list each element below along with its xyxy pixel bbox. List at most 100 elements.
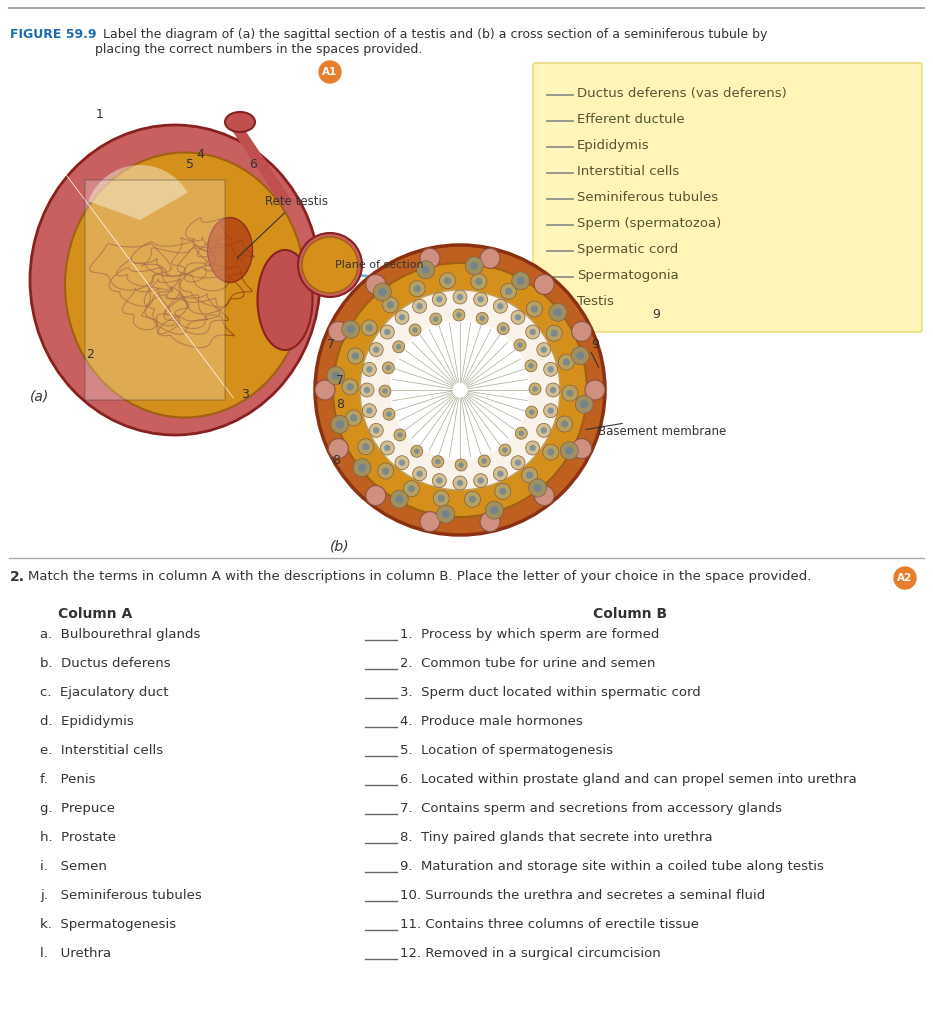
Circle shape bbox=[494, 483, 510, 500]
Text: Testis: Testis bbox=[577, 295, 614, 308]
Circle shape bbox=[341, 321, 360, 338]
Text: i.   Semen: i. Semen bbox=[40, 860, 107, 873]
Text: 3: 3 bbox=[241, 388, 249, 401]
Circle shape bbox=[369, 423, 383, 437]
Circle shape bbox=[453, 476, 467, 490]
Text: 12. Removed in a surgical circumcision: 12. Removed in a surgical circumcision bbox=[400, 947, 661, 961]
Circle shape bbox=[362, 443, 369, 451]
Circle shape bbox=[480, 512, 500, 531]
Circle shape bbox=[526, 301, 542, 317]
Circle shape bbox=[525, 407, 537, 418]
Circle shape bbox=[580, 400, 588, 409]
Circle shape bbox=[412, 328, 418, 333]
Text: Match the terms in column A with the descriptions in column B. Place the letter : Match the terms in column A with the des… bbox=[28, 570, 812, 583]
Text: Epididymis: Epididymis bbox=[577, 139, 649, 152]
Text: Label the diagram of (a) the sagittal section of a testis and (b) a cross sectio: Label the diagram of (a) the sagittal se… bbox=[95, 28, 767, 56]
Circle shape bbox=[390, 319, 530, 460]
Circle shape bbox=[364, 387, 370, 393]
Circle shape bbox=[382, 467, 389, 474]
Text: 2.  Common tube for urine and semen: 2. Common tube for urine and semen bbox=[400, 657, 655, 670]
Text: (b): (b) bbox=[330, 540, 350, 554]
Circle shape bbox=[399, 314, 405, 321]
Circle shape bbox=[353, 459, 371, 477]
Text: 1: 1 bbox=[96, 109, 104, 122]
Circle shape bbox=[529, 410, 535, 415]
Circle shape bbox=[500, 326, 506, 332]
Circle shape bbox=[476, 312, 488, 325]
Text: 4: 4 bbox=[196, 148, 204, 162]
Circle shape bbox=[529, 383, 541, 395]
Polygon shape bbox=[85, 180, 225, 400]
Circle shape bbox=[433, 490, 449, 507]
Circle shape bbox=[410, 281, 425, 297]
Circle shape bbox=[386, 412, 392, 417]
Circle shape bbox=[383, 388, 388, 394]
Ellipse shape bbox=[258, 250, 313, 350]
Circle shape bbox=[565, 446, 573, 455]
Circle shape bbox=[585, 380, 605, 400]
Text: j.   Seminiferous tubules: j. Seminiferous tubules bbox=[40, 889, 202, 902]
Circle shape bbox=[465, 492, 480, 507]
Circle shape bbox=[529, 479, 547, 497]
Circle shape bbox=[432, 292, 446, 306]
Circle shape bbox=[347, 348, 363, 364]
Circle shape bbox=[458, 462, 464, 468]
Text: Column B: Column B bbox=[593, 607, 667, 621]
Circle shape bbox=[395, 310, 409, 325]
Circle shape bbox=[548, 367, 554, 373]
Text: A1: A1 bbox=[323, 67, 338, 77]
Circle shape bbox=[416, 303, 423, 309]
Circle shape bbox=[390, 490, 409, 508]
Circle shape bbox=[332, 372, 340, 380]
Text: 6.  Located within prostate gland and can propel semen into urethra: 6. Located within prostate gland and can… bbox=[400, 773, 856, 786]
Circle shape bbox=[453, 290, 467, 304]
FancyArrowPatch shape bbox=[57, 162, 233, 397]
Ellipse shape bbox=[65, 153, 305, 418]
Circle shape bbox=[550, 387, 556, 393]
Circle shape bbox=[894, 567, 916, 589]
Circle shape bbox=[530, 444, 536, 452]
Text: 10. Surrounds the urethra and secretes a seminal fluid: 10. Surrounds the urethra and secretes a… bbox=[400, 889, 765, 902]
Circle shape bbox=[412, 299, 426, 313]
Circle shape bbox=[575, 395, 593, 414]
Circle shape bbox=[466, 257, 483, 274]
Circle shape bbox=[480, 249, 500, 268]
Circle shape bbox=[346, 383, 354, 390]
Circle shape bbox=[315, 245, 605, 535]
Circle shape bbox=[543, 444, 559, 460]
Circle shape bbox=[481, 459, 487, 464]
Text: f.   Penis: f. Penis bbox=[40, 773, 95, 786]
Circle shape bbox=[544, 362, 558, 376]
Circle shape bbox=[361, 319, 377, 336]
Circle shape bbox=[547, 449, 554, 456]
Circle shape bbox=[381, 441, 395, 455]
Circle shape bbox=[453, 309, 465, 321]
Circle shape bbox=[572, 438, 592, 459]
Circle shape bbox=[362, 362, 376, 376]
Text: 8.  Tiny paired glands that secrete into urethra: 8. Tiny paired glands that secrete into … bbox=[400, 831, 713, 844]
Circle shape bbox=[342, 379, 358, 395]
Text: 9.  Maturation and storage site within a coiled tube along testis: 9. Maturation and storage site within a … bbox=[400, 860, 824, 873]
Circle shape bbox=[331, 416, 349, 433]
Circle shape bbox=[531, 305, 538, 312]
Circle shape bbox=[457, 294, 463, 300]
Circle shape bbox=[514, 339, 526, 351]
Circle shape bbox=[535, 274, 554, 295]
Circle shape bbox=[383, 361, 395, 374]
Circle shape bbox=[432, 456, 444, 468]
Text: 9: 9 bbox=[592, 339, 599, 351]
Text: 8: 8 bbox=[336, 398, 344, 412]
Ellipse shape bbox=[30, 125, 320, 435]
Circle shape bbox=[366, 325, 373, 332]
Circle shape bbox=[403, 480, 420, 497]
Circle shape bbox=[469, 496, 476, 503]
Circle shape bbox=[528, 364, 534, 369]
Circle shape bbox=[540, 427, 547, 433]
Circle shape bbox=[557, 416, 573, 432]
Text: 2.: 2. bbox=[10, 570, 25, 584]
Circle shape bbox=[395, 456, 409, 470]
Text: e.  Interstitial cells: e. Interstitial cells bbox=[40, 744, 163, 757]
Circle shape bbox=[362, 403, 376, 418]
Circle shape bbox=[298, 233, 362, 297]
Circle shape bbox=[319, 61, 341, 83]
